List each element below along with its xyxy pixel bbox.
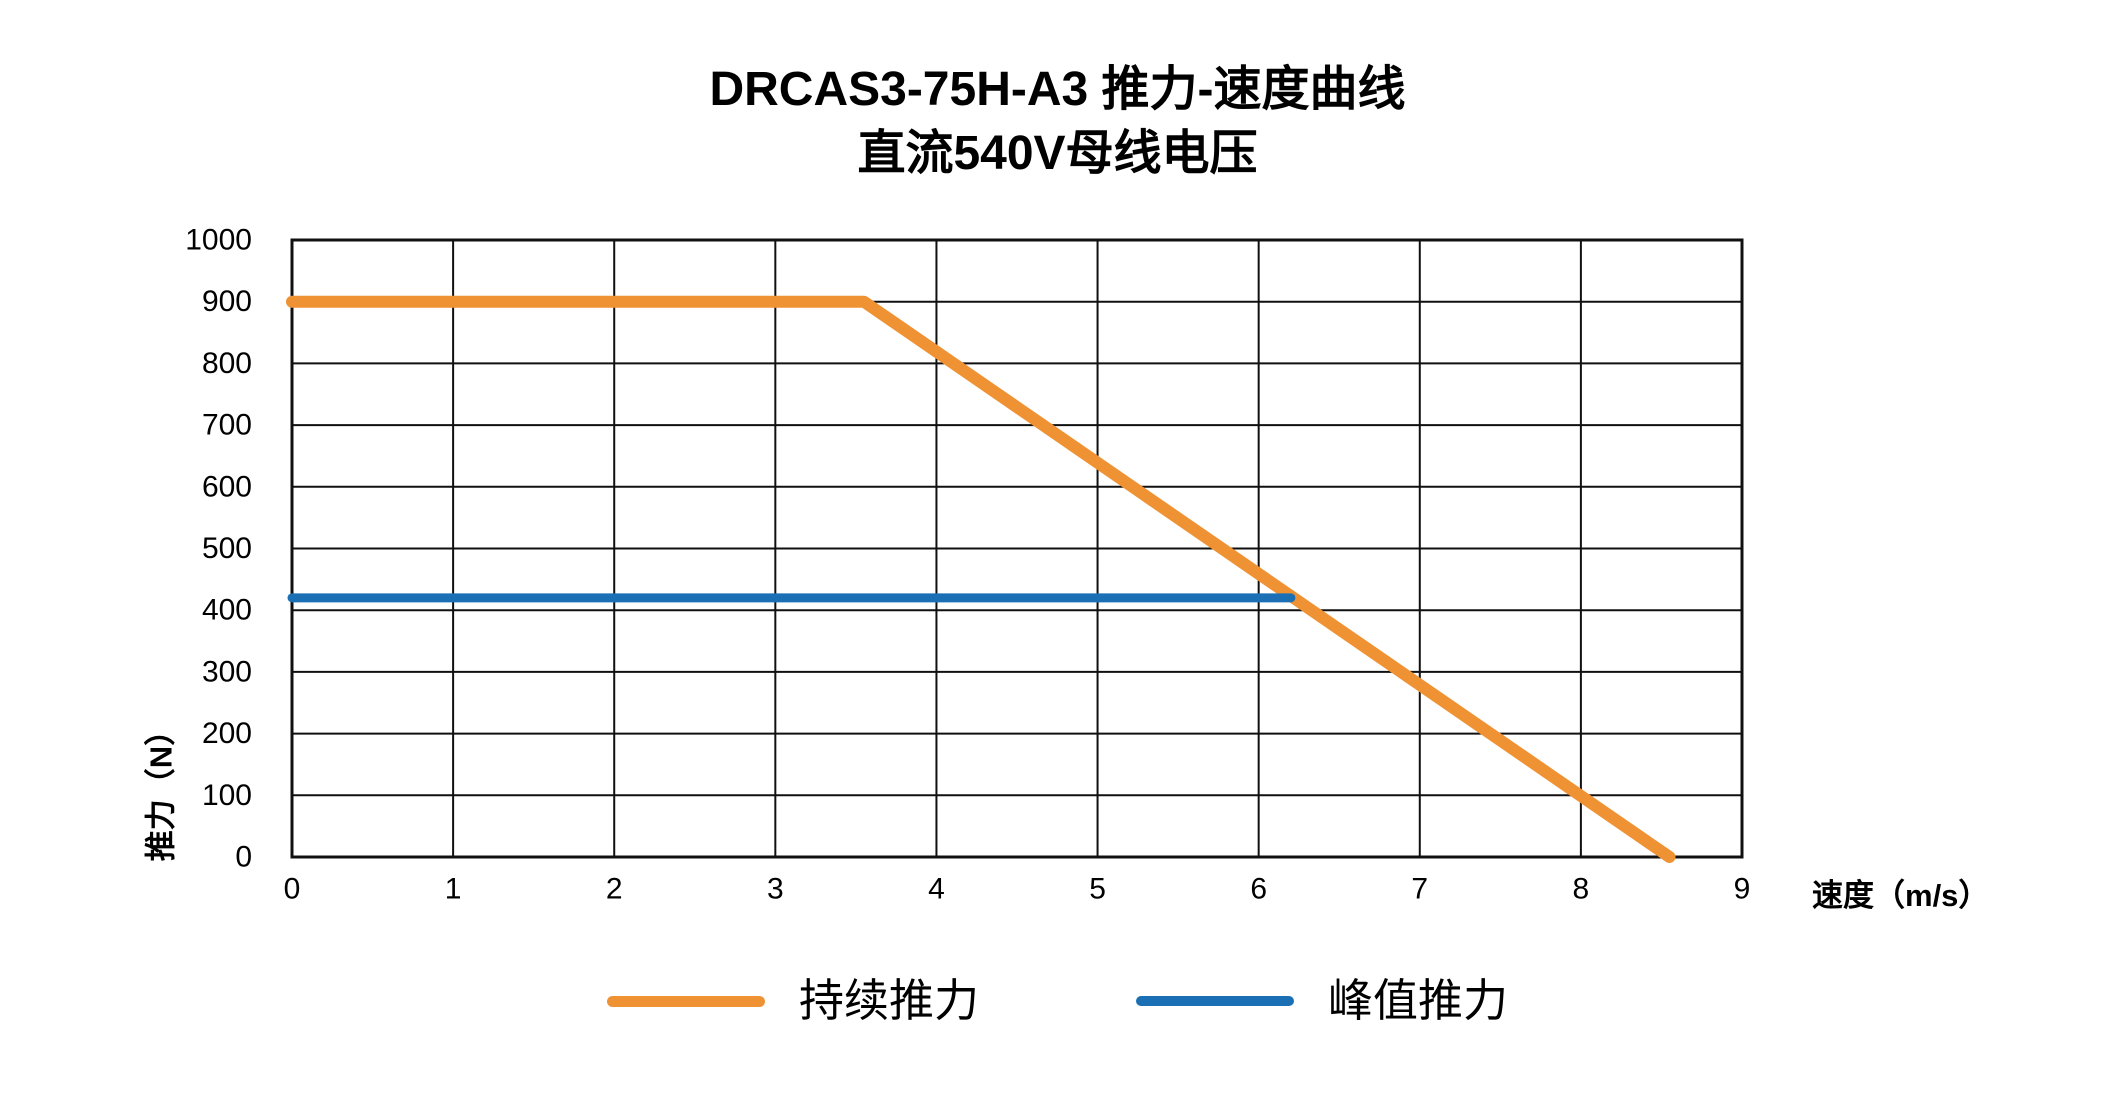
- legend-swatch-peak: [1136, 996, 1294, 1007]
- y-tick-label: 900: [202, 285, 252, 318]
- y-tick-label: 300: [202, 655, 252, 688]
- chart-subtitle: 直流540V母线电压: [857, 127, 1258, 180]
- x-tick-label: 8: [1573, 873, 1590, 906]
- y-tick-label: 700: [202, 409, 252, 442]
- x-tick-label: 7: [1411, 873, 1428, 906]
- y-tick-label: 200: [202, 717, 252, 750]
- y-axis-title: 推力（N）: [143, 714, 179, 862]
- legend: 持续推力 峰值推力: [0, 972, 2115, 1031]
- legend-label-peak: 峰值推力: [1328, 975, 1509, 1026]
- x-tick-label: 2: [606, 873, 623, 906]
- legend-swatch-continuous: [606, 995, 765, 1007]
- legend-item-peak: 峰值推力: [1136, 972, 1508, 1031]
- x-axis-title: 速度（m/s）: [1812, 878, 1990, 913]
- legend-item-continuous: 持续推力: [606, 972, 979, 1031]
- x-tick-label: 4: [928, 873, 945, 906]
- series-line-0: [286, 295, 1676, 863]
- y-tick-label: 500: [202, 532, 252, 565]
- y-tick-label: 600: [202, 470, 252, 503]
- y-tick-label: 400: [202, 594, 252, 627]
- x-tick-label: 9: [1734, 873, 1751, 906]
- x-tick-label: 5: [1089, 873, 1106, 906]
- chart-title: DRCAS3-75H-A3 推力-速度曲线: [709, 63, 1406, 116]
- x-tick-label: 3: [767, 873, 784, 906]
- legend-label-continuous: 持续推力: [798, 975, 979, 1026]
- plot-border: [290, 238, 1744, 859]
- x-tick-label: 0: [284, 873, 301, 906]
- x-tick-label: 6: [1250, 873, 1267, 906]
- y-tick-label: 100: [202, 779, 252, 812]
- y-tick-label: 0: [235, 841, 252, 874]
- y-tick-label: 1000: [185, 224, 252, 257]
- x-tick-label: 1: [445, 873, 462, 906]
- y-tick-label: 800: [202, 347, 252, 380]
